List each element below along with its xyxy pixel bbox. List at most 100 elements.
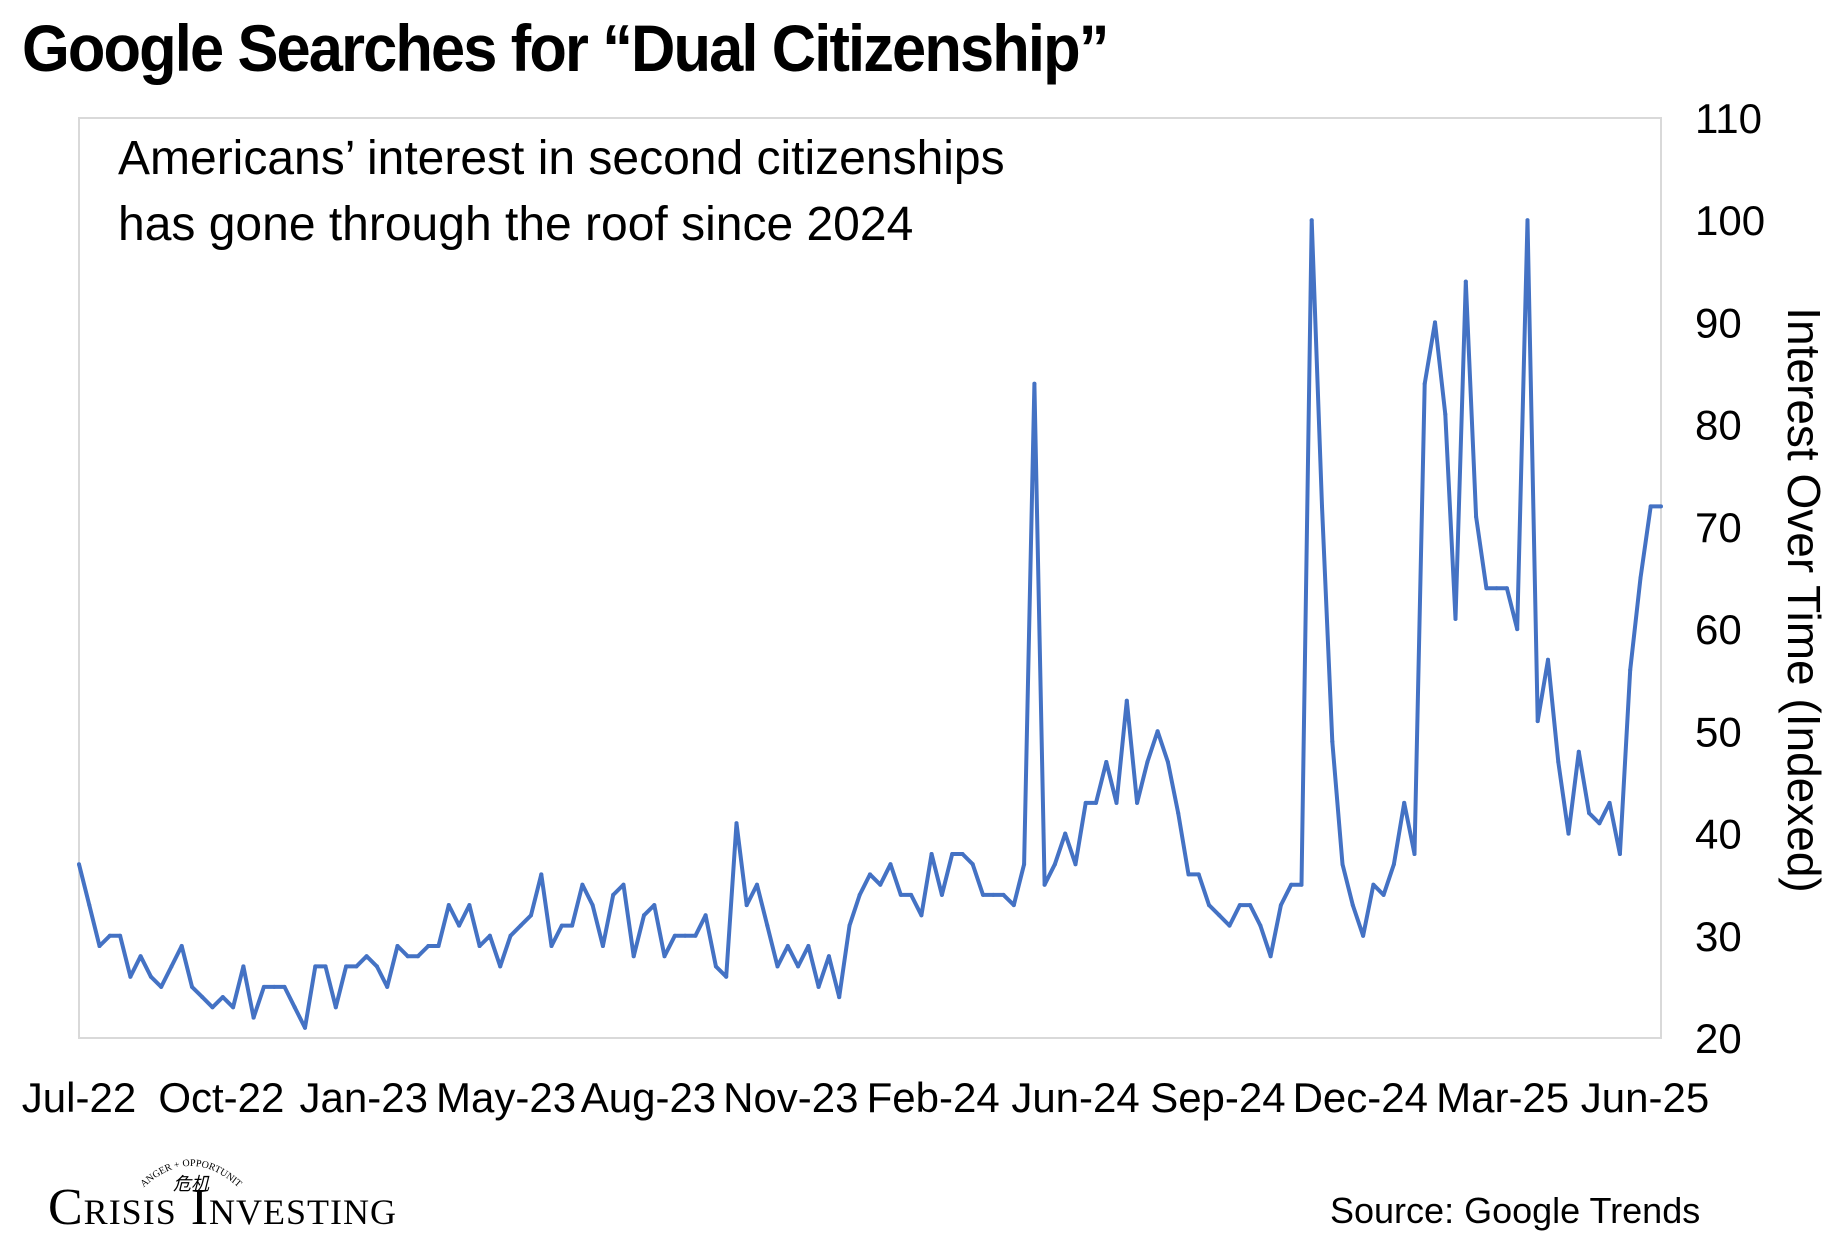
data-point xyxy=(272,984,277,989)
chart-title: Google Searches for “Dual Citizenship” xyxy=(22,11,1109,85)
y-tick-label: 20 xyxy=(1695,1015,1742,1062)
data-point xyxy=(662,954,667,959)
data-point xyxy=(580,882,585,887)
data-point xyxy=(1165,760,1170,764)
data-point xyxy=(313,964,318,969)
data-point xyxy=(1535,719,1540,724)
y-tick-label: 100 xyxy=(1695,197,1765,244)
data-point xyxy=(1022,862,1027,867)
data-point xyxy=(631,954,636,959)
data-point xyxy=(693,933,698,938)
data-point xyxy=(179,944,184,948)
data-point xyxy=(1648,504,1653,509)
data-point xyxy=(1350,903,1355,908)
data-point xyxy=(857,892,862,897)
data-point xyxy=(919,913,924,918)
data-point xyxy=(107,933,112,938)
data-point xyxy=(200,995,205,1000)
logo-glyphs: 危机 xyxy=(173,1174,210,1194)
data-point xyxy=(898,892,903,897)
data-point xyxy=(1052,862,1057,867)
data-point xyxy=(1617,852,1622,856)
data-point xyxy=(1494,586,1499,591)
data-point xyxy=(1320,504,1324,509)
data-point xyxy=(1504,586,1509,591)
data-point xyxy=(868,872,872,877)
data-point xyxy=(220,995,225,1000)
chart-annotation: Americans’ interest in second citizenshi… xyxy=(118,132,1005,251)
data-point xyxy=(385,984,390,989)
data-point xyxy=(344,964,349,969)
data-point xyxy=(539,872,544,877)
data-point xyxy=(416,954,420,959)
data-point xyxy=(559,923,564,928)
data-point xyxy=(1463,279,1468,284)
plot-area xyxy=(78,117,1662,1039)
data-point xyxy=(477,944,482,948)
data-point xyxy=(1289,882,1294,887)
data-point xyxy=(1412,852,1417,856)
y-tick-label: 110 xyxy=(1695,95,1762,142)
logo-text: Crisis Investing xyxy=(48,1179,398,1236)
data-point xyxy=(1361,933,1366,938)
y-tick-label: 90 xyxy=(1695,299,1742,346)
data-point xyxy=(77,862,81,867)
x-tick-label: Oct-22 xyxy=(158,1074,284,1121)
data-point xyxy=(1083,800,1088,805)
data-point xyxy=(118,933,123,938)
x-axis: Jul-22 Oct-22 Jan-23 May-23 Aug-23 Nov-23 Feb-… xyxy=(22,1074,1709,1121)
data-point xyxy=(1063,831,1068,836)
x-tick-label: Dec-24 xyxy=(1293,1074,1428,1121)
data-point xyxy=(251,1015,256,1020)
data-point xyxy=(1391,862,1396,867)
data-point xyxy=(231,1005,236,1010)
data-point xyxy=(888,862,893,867)
data-point xyxy=(354,964,359,969)
data-point xyxy=(785,944,790,948)
data-point xyxy=(292,1005,297,1010)
data-point xyxy=(734,821,739,826)
data-point xyxy=(755,882,759,887)
y-tick-label: 80 xyxy=(1695,402,1742,449)
data-point xyxy=(549,944,554,948)
annotation-line: has gone through the roof since 2024 xyxy=(118,198,913,251)
x-tick-label: Jan-23 xyxy=(300,1074,428,1121)
data-point xyxy=(672,933,677,938)
data-point xyxy=(878,882,883,887)
data-point xyxy=(282,984,287,989)
crisis-investing-logo: DANGER + OPPORTUNITY 危机 Crisis Investing xyxy=(48,1150,508,1240)
data-point xyxy=(1474,514,1479,519)
data-point xyxy=(1443,412,1448,417)
data-point xyxy=(1176,811,1181,816)
data-point xyxy=(909,892,914,897)
data-point xyxy=(333,1005,338,1010)
data-point xyxy=(1515,627,1520,632)
source-note: Source: Google Trends xyxy=(1330,1190,1701,1231)
data-point xyxy=(241,964,246,969)
data-point xyxy=(1124,698,1129,703)
y-tick-label: 60 xyxy=(1695,606,1742,653)
data-point xyxy=(518,923,523,928)
data-point xyxy=(1340,862,1345,867)
data-point xyxy=(1186,872,1191,877)
data-point xyxy=(1237,903,1242,908)
data-point xyxy=(138,954,143,959)
data-point xyxy=(1042,882,1047,887)
data-point xyxy=(1104,760,1109,764)
data-point xyxy=(1422,381,1427,386)
data-point xyxy=(1587,811,1592,816)
y-tick-label: 50 xyxy=(1695,708,1742,755)
data-point xyxy=(1638,576,1643,580)
data-point xyxy=(744,903,749,908)
data-point xyxy=(210,1005,215,1010)
data-point xyxy=(405,954,410,959)
y-tick-label: 40 xyxy=(1695,811,1742,858)
x-tick-label: Jun-25 xyxy=(1581,1074,1709,1121)
data-point xyxy=(1011,903,1016,908)
x-tick-label: Feb-24 xyxy=(867,1074,1000,1121)
data-point xyxy=(529,913,533,918)
data-point xyxy=(960,852,965,856)
y-tick-label: 30 xyxy=(1695,913,1742,960)
data-point xyxy=(1114,800,1119,805)
